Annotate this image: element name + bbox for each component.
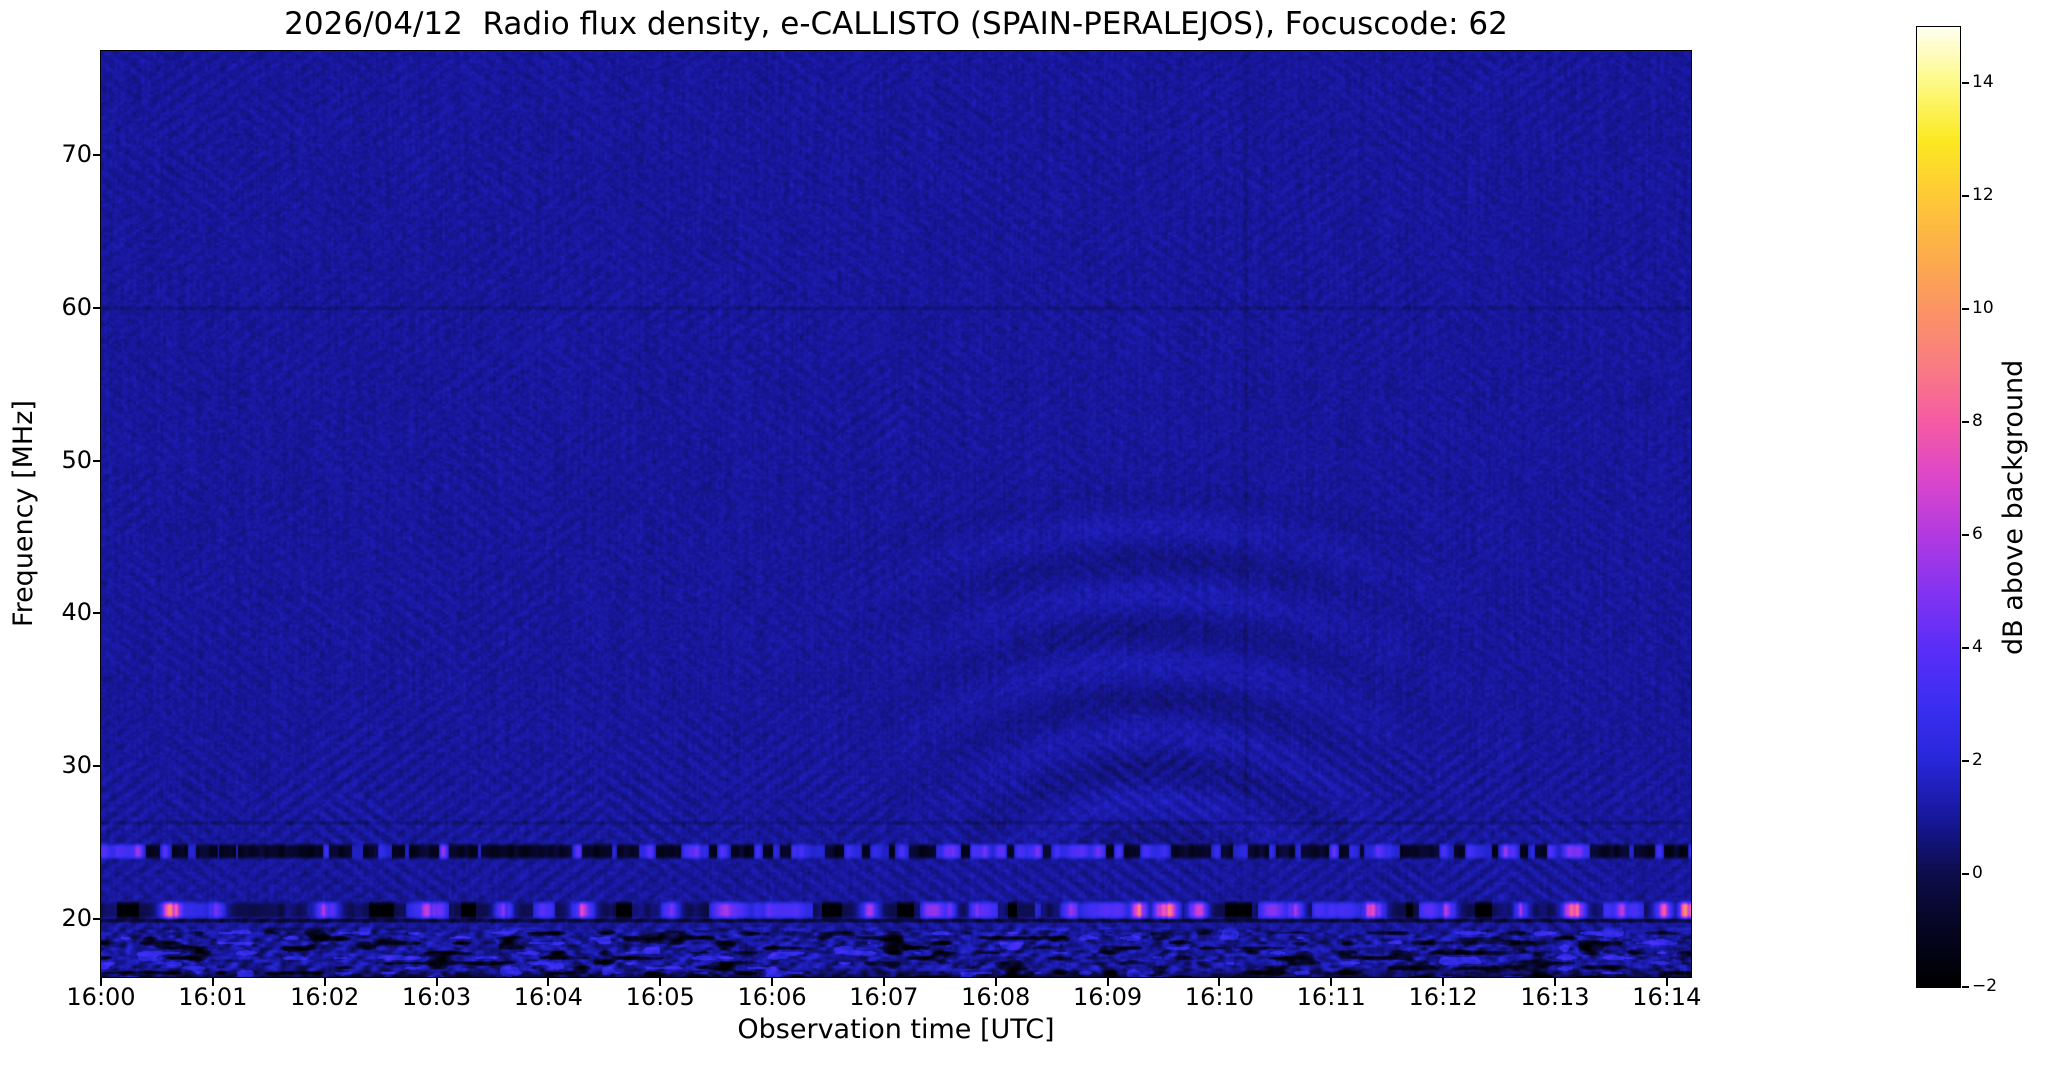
y-tick-label: 30: [61, 751, 92, 780]
x-tick-mark: [994, 978, 997, 986]
y-tick-mark: [93, 612, 101, 615]
x-tick-mark: [1330, 978, 1333, 986]
x-tick-mark: [1665, 978, 1668, 986]
colorbar-tick-mark: [1962, 647, 1969, 650]
x-tick-label: 16:03: [401, 983, 472, 1011]
colorbar-tick-label: 2: [1972, 750, 1983, 771]
x-tick-mark: [659, 978, 662, 986]
y-tick-mark: [93, 917, 101, 920]
x-tick-mark: [1553, 978, 1556, 986]
x-tick-mark: [435, 978, 438, 986]
x-tick-label: 16:02: [290, 983, 360, 1011]
y-tick-label: 40: [61, 598, 92, 627]
y-tick-mark: [93, 306, 101, 309]
y-tick-mark: [93, 153, 101, 156]
x-tick-label: 16:00: [66, 983, 136, 1011]
colorbar-tick-mark: [1962, 873, 1969, 876]
x-tick-label: 16:11: [1296, 983, 1366, 1011]
x-tick-mark: [100, 978, 102, 986]
spectrogram-heatmap: [100, 50, 1692, 978]
colorbar-tick-label: 6: [1972, 524, 1983, 545]
colorbar-tick-mark: [1962, 195, 1969, 198]
colorbar-tick-mark: [1962, 534, 1969, 537]
colorbar-tick-label: 14: [1972, 72, 1994, 93]
colorbar-tick-mark: [1962, 308, 1969, 311]
x-tick-label: 16:01: [178, 983, 248, 1011]
colorbar-tick-mark: [1962, 82, 1969, 85]
colorbar-tick-label: −2: [1972, 976, 1998, 996]
x-tick-mark: [771, 978, 774, 986]
x-tick-label: 16:04: [513, 983, 583, 1011]
colorbar-tick-label: 10: [1972, 298, 1994, 319]
x-tick-mark: [882, 978, 885, 986]
colorbar-tick-mark: [1962, 421, 1969, 424]
y-tick-label: 70: [61, 139, 92, 168]
x-tick-label: 16:12: [1408, 983, 1478, 1011]
colorbar-tick-label: 0: [1972, 863, 1983, 884]
x-tick-label: 16:13: [1520, 983, 1590, 1011]
x-tick-label: 16:10: [1184, 983, 1254, 1011]
colorbar-tick-label: 12: [1972, 185, 1994, 206]
x-tick-mark: [547, 978, 550, 986]
x-tick-mark: [323, 978, 326, 986]
colorbar-tick-label: 8: [1972, 411, 1983, 432]
x-tick-mark: [1442, 978, 1445, 986]
y-axis-label: Frequency [MHz]: [8, 400, 39, 628]
y-tick-label: 60: [61, 292, 92, 321]
colorbar-label: dB above background: [1998, 359, 2029, 655]
x-axis-label: Observation time [UTC]: [737, 1014, 1055, 1045]
y-tick-label: 20: [61, 903, 92, 932]
colorbar-tick-mark: [1962, 986, 1969, 988]
y-tick-mark: [93, 765, 101, 768]
colorbar-gradient: [1916, 26, 1961, 988]
x-tick-label: 16:05: [625, 983, 695, 1011]
x-tick-label: 16:07: [849, 983, 919, 1011]
chart-title: 2026/04/12 Radio flux density, e-CALLIST…: [284, 6, 1508, 42]
x-tick-label: 16:14: [1632, 983, 1702, 1011]
x-tick-mark: [1218, 978, 1221, 986]
y-tick-mark: [93, 459, 101, 462]
x-tick-mark: [211, 978, 214, 986]
colorbar-tick-label: 4: [1972, 637, 1983, 658]
x-tick-label: 16:08: [961, 983, 1031, 1011]
x-tick-label: 16:09: [1072, 983, 1143, 1011]
colorbar-tick-mark: [1962, 760, 1969, 763]
x-tick-mark: [1106, 978, 1109, 986]
x-tick-label: 16:06: [737, 983, 807, 1011]
y-tick-label: 50: [61, 445, 92, 474]
